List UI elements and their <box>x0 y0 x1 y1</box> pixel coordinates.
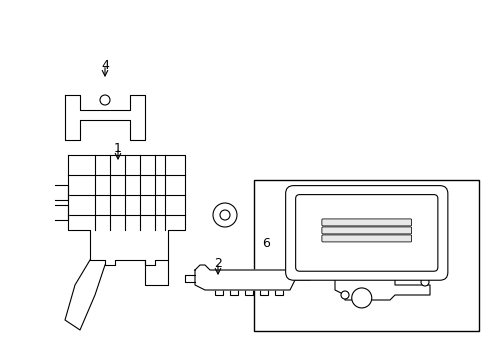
Bar <box>244 289 252 295</box>
Circle shape <box>351 288 371 308</box>
Polygon shape <box>65 260 105 330</box>
Polygon shape <box>184 275 195 282</box>
Bar <box>260 289 267 295</box>
Bar <box>354 273 389 295</box>
Text: 6: 6 <box>262 237 270 250</box>
FancyBboxPatch shape <box>295 195 437 271</box>
Polygon shape <box>55 205 68 220</box>
Text: 1: 1 <box>114 142 122 155</box>
Polygon shape <box>195 265 309 290</box>
Polygon shape <box>65 95 145 140</box>
Text: 3: 3 <box>366 249 373 262</box>
Text: 2: 2 <box>214 257 222 270</box>
Polygon shape <box>55 185 68 200</box>
FancyBboxPatch shape <box>321 227 411 234</box>
Bar <box>229 289 238 295</box>
Bar <box>254 180 478 331</box>
Circle shape <box>100 95 110 105</box>
Polygon shape <box>145 260 168 285</box>
Circle shape <box>340 291 348 299</box>
Bar <box>274 289 283 295</box>
Bar <box>215 289 223 295</box>
Polygon shape <box>68 155 184 265</box>
FancyBboxPatch shape <box>321 219 411 226</box>
Text: 5: 5 <box>221 204 228 217</box>
Bar <box>152 272 160 280</box>
Circle shape <box>213 203 237 227</box>
Circle shape <box>220 210 229 220</box>
Text: 4: 4 <box>101 59 109 72</box>
FancyBboxPatch shape <box>285 186 447 280</box>
FancyBboxPatch shape <box>321 235 411 242</box>
Circle shape <box>420 278 428 286</box>
Polygon shape <box>334 265 429 300</box>
